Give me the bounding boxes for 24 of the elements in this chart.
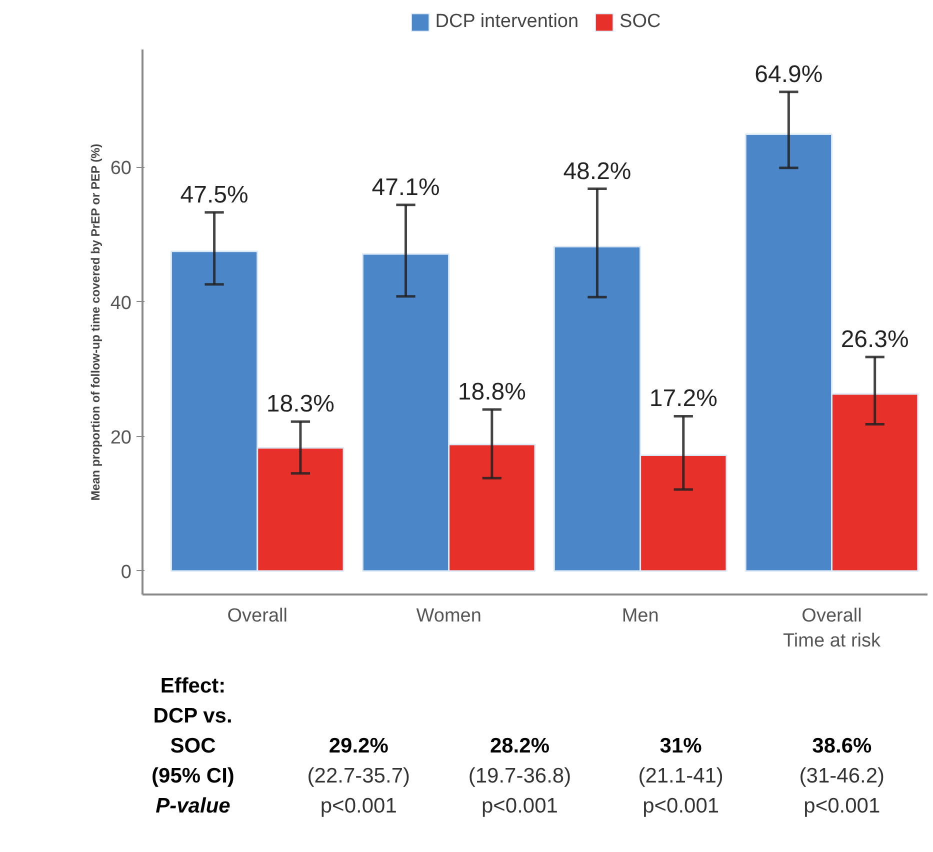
- x-tick-label: Men: [622, 606, 659, 626]
- y-axis-title: Mean proportion of follow-up time covered by PrEP or PEP (%): [88, 144, 102, 501]
- y-tick-label: 60: [110, 158, 132, 180]
- data-label: 18.3%: [266, 390, 334, 418]
- text: 31% (21.1-41) p<0.001: [638, 734, 724, 818]
- text: 29.2% (22.7-35.7) p<0.001: [307, 734, 410, 818]
- text: 28.2% (19.7-36.8) p<0.001: [468, 734, 572, 818]
- text: 38.6% (31-46.2) p<0.001: [799, 734, 885, 818]
- x-tick-label: Overall Time at risk: [783, 606, 881, 652]
- y-tick-label: 20: [110, 427, 132, 448]
- data-label: 18.8%: [458, 378, 526, 406]
- legend-label: DCP intervention: [435, 11, 579, 33]
- legend-label: SOC: [620, 11, 661, 33]
- data-label: 48.2%: [563, 158, 632, 185]
- y-tick-label: 40: [110, 292, 132, 314]
- data-label: 26.3%: [840, 326, 909, 353]
- text: Effect: DCP vs. SOC (95% CI) P-value: [152, 674, 234, 818]
- data-label: 64.9%: [754, 60, 823, 88]
- y-tick-label: 0: [120, 562, 132, 583]
- data-label: 17.2%: [649, 385, 718, 412]
- data-label: 47.5%: [180, 181, 248, 208]
- x-tick-label: Women: [416, 606, 482, 626]
- data-label: 47.1%: [372, 174, 440, 201]
- x-tick-label: Overall: [227, 606, 288, 626]
